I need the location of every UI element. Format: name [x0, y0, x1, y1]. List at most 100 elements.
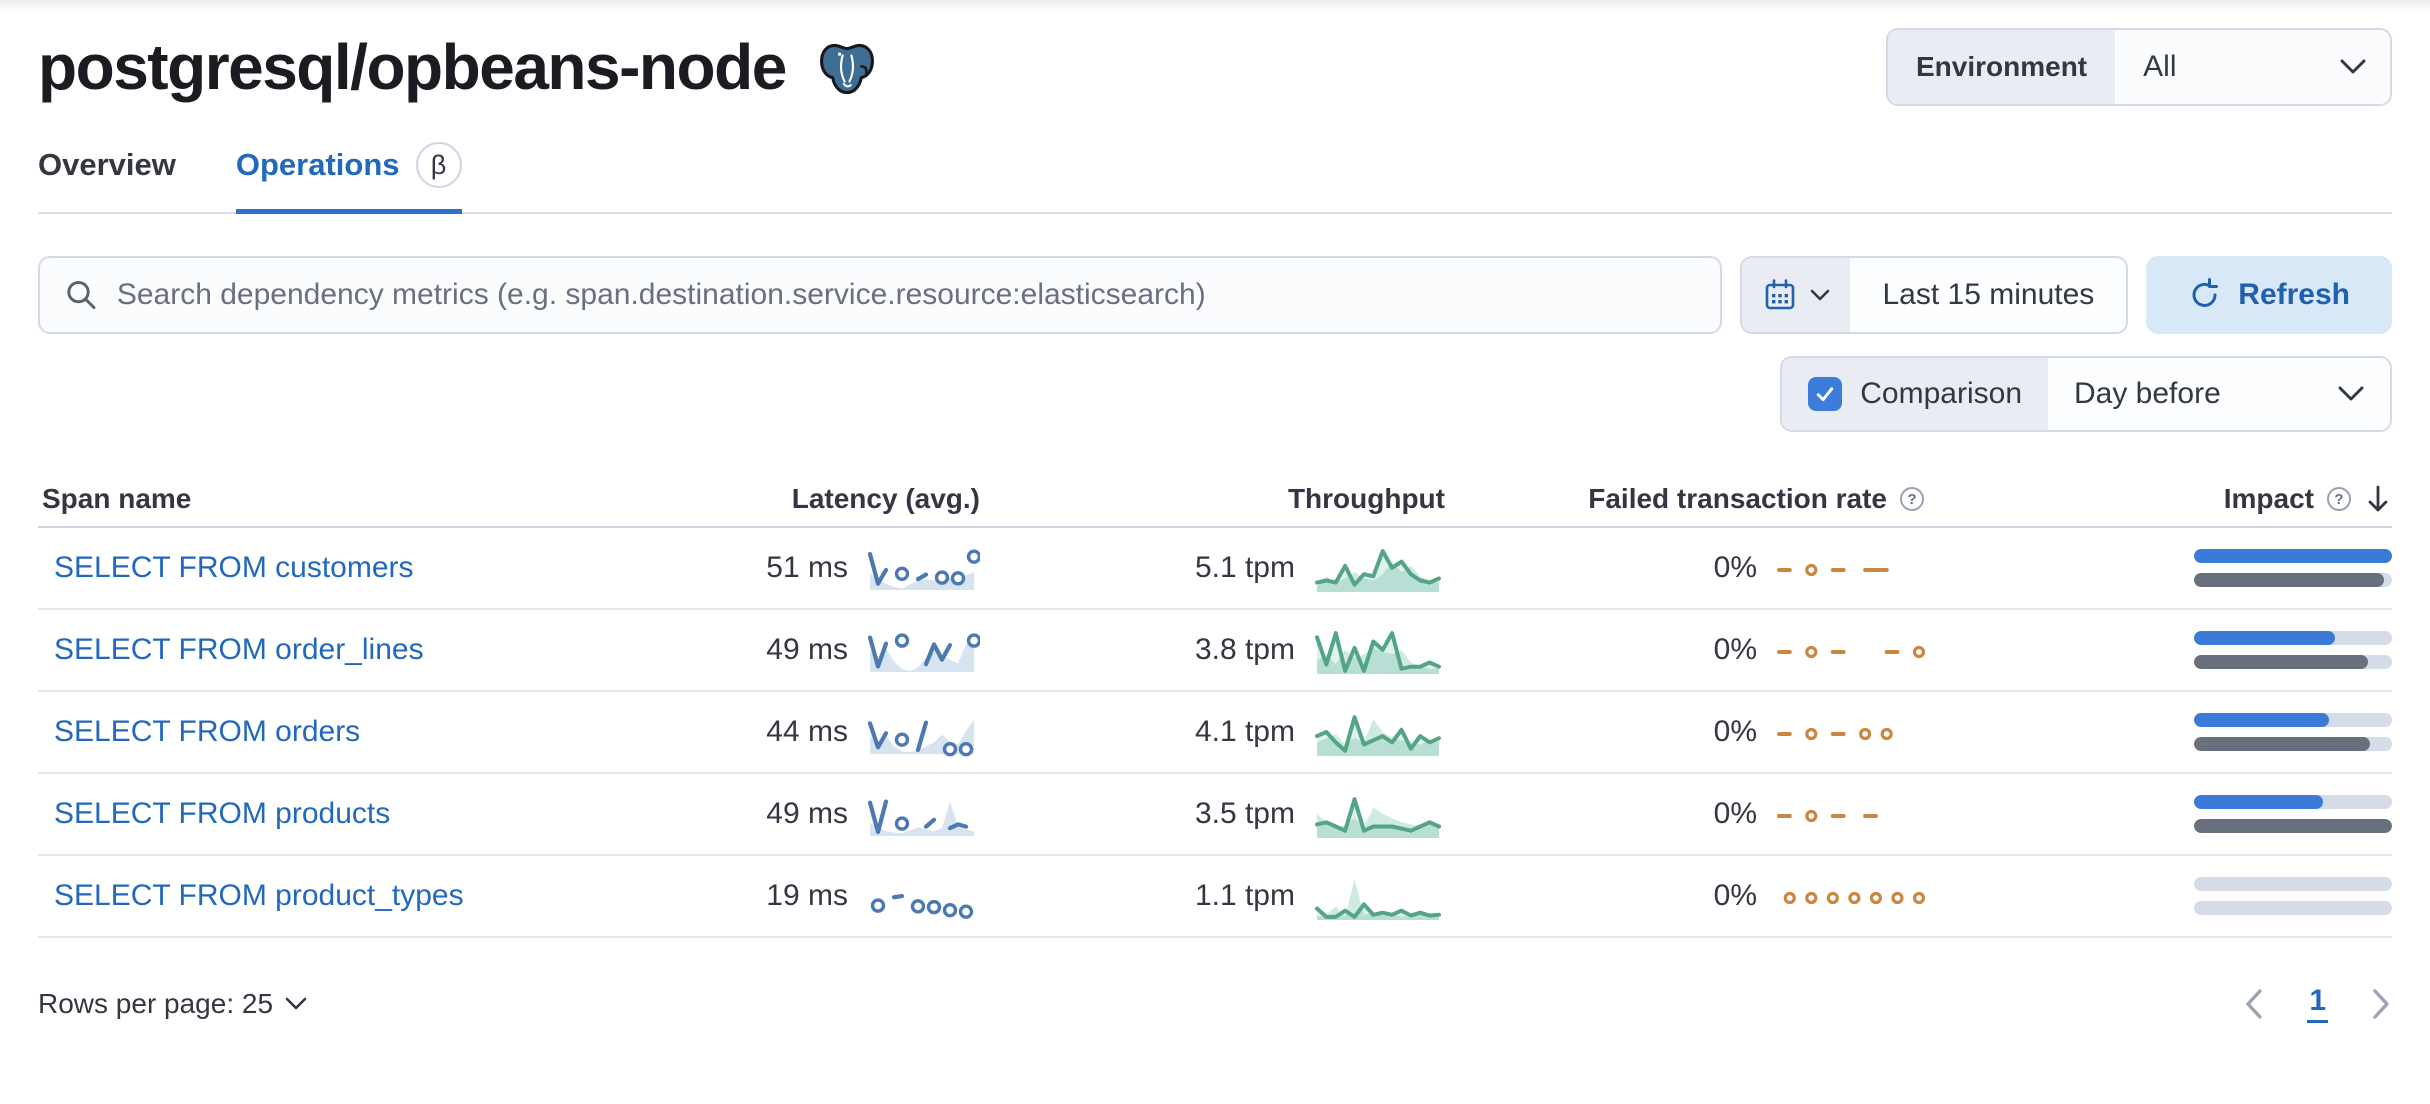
- throughput-value: 4.1 tpm: [1194, 715, 1295, 748]
- col-header-latency[interactable]: Latency (avg.): [791, 483, 980, 514]
- time-range-value[interactable]: Last 15 minutes: [1850, 258, 2127, 332]
- failed-rate-value: 0%: [1713, 633, 1757, 666]
- top-window-edge: [0, 0, 2430, 12]
- failed-rate-sparkline: [1773, 799, 1925, 829]
- latency-sparkline: [864, 707, 980, 757]
- throughput-sparkline: [1311, 869, 1445, 923]
- table-row: SELECT FROM orders 44 ms 4.1 tpm 0%: [38, 692, 2392, 774]
- postgresql-logo-icon: [819, 43, 874, 95]
- col-header-span-name[interactable]: Span name: [42, 483, 192, 514]
- comparison-select[interactable]: Day before: [2048, 358, 2390, 430]
- failed-rate-sparkline: [1773, 553, 1925, 583]
- next-page-icon[interactable]: [2370, 987, 2392, 1021]
- chevron-down-icon: [2338, 386, 2364, 401]
- operations-table: Span name Latency (avg.) Throughput Fail…: [38, 472, 2392, 938]
- tab-bar: Overview Operations β: [38, 142, 2392, 214]
- latency-value: 49 ms: [766, 797, 848, 830]
- svg-text:?: ?: [1907, 491, 1916, 508]
- chevron-down-icon: [1811, 289, 1830, 300]
- chevron-down-icon: [285, 997, 307, 1009]
- date-picker-quick-select[interactable]: [1742, 258, 1851, 332]
- span-name-link[interactable]: SELECT FROM products: [54, 797, 391, 830]
- beta-badge: β: [415, 142, 462, 188]
- date-picker[interactable]: Last 15 minutes: [1740, 256, 2129, 334]
- throughput-value: 1.1 tpm: [1194, 879, 1295, 912]
- page-number[interactable]: 1: [2307, 984, 2328, 1023]
- comparison-checkbox[interactable]: [1808, 377, 1843, 411]
- table-header-row: Span name Latency (avg.) Throughput Fail…: [38, 472, 2392, 528]
- impact-bar-previous: [2194, 737, 2371, 751]
- comparison-group: Comparison Day before: [1780, 356, 2392, 432]
- impact-bar-current: [2194, 795, 2323, 809]
- throughput-value: 5.1 tpm: [1194, 551, 1295, 584]
- impact-bars: [1925, 549, 2392, 587]
- span-name-link[interactable]: SELECT FROM order_lines: [54, 633, 424, 666]
- controls-bar: Last 15 minutes Refresh: [38, 256, 2392, 334]
- page-header: postgresql/opbeans-node Environment All: [38, 28, 2392, 106]
- search-input[interactable]: [116, 278, 1697, 312]
- latency-value: 44 ms: [766, 715, 848, 748]
- impact-bar-current: [2194, 549, 2392, 563]
- impact-bar-previous: [2194, 819, 2392, 833]
- span-name-link[interactable]: SELECT FROM orders: [54, 715, 361, 748]
- latency-sparkline: [864, 789, 980, 839]
- throughput-sparkline: [1311, 705, 1445, 759]
- refresh-label: Refresh: [2238, 278, 2350, 311]
- comparison-toggle[interactable]: Comparison: [1782, 358, 2048, 430]
- col-header-throughput[interactable]: Throughput: [1287, 483, 1445, 514]
- latency-sparkline: [864, 625, 980, 675]
- environment-select-value: All: [2143, 50, 2177, 83]
- question-icon[interactable]: ?: [1899, 486, 1925, 512]
- environment-select-label: Environment: [1888, 30, 2116, 104]
- failed-rate-value: 0%: [1713, 551, 1757, 584]
- table-row: SELECT FROM products 49 ms 3.5 tpm 0%: [38, 774, 2392, 856]
- latency-value: 51 ms: [766, 551, 848, 584]
- sort-descending-icon: [2368, 485, 2388, 512]
- impact-bars: [1925, 631, 2392, 669]
- refresh-button[interactable]: Refresh: [2146, 256, 2392, 334]
- throughput-sparkline: [1311, 623, 1445, 677]
- tab-operations[interactable]: Operations β: [235, 142, 462, 214]
- table-row: SELECT FROM product_types 19 ms 1.1 tpm …: [38, 856, 2392, 938]
- col-header-failed-rate[interactable]: Failed transaction rate ?: [1445, 483, 1925, 515]
- impact-bar-previous: [2194, 655, 2369, 669]
- check-icon: [1817, 387, 1834, 402]
- failed-rate-value: 0%: [1713, 879, 1757, 912]
- table-body: SELECT FROM customers 51 ms 5.1 tpm 0% S…: [38, 528, 2392, 938]
- impact-bars: [1925, 713, 2392, 751]
- failed-rate-sparkline: [1773, 717, 1925, 747]
- tab-operations-label: Operations: [235, 147, 400, 182]
- span-name-link[interactable]: SELECT FROM product_types: [54, 879, 464, 912]
- rows-per-page-button[interactable]: Rows per page: 25: [38, 988, 307, 1020]
- svg-text:?: ?: [2334, 491, 2343, 508]
- throughput-sparkline: [1311, 541, 1445, 595]
- failed-rate-value: 0%: [1713, 715, 1757, 748]
- throughput-value: 3.5 tpm: [1194, 797, 1295, 830]
- failed-rate-value: 0%: [1713, 797, 1757, 830]
- failed-rate-sparkline: [1773, 635, 1925, 665]
- table-row: SELECT FROM customers 51 ms 5.1 tpm 0%: [38, 528, 2392, 610]
- refresh-icon: [2192, 278, 2219, 307]
- search-icon: [67, 280, 96, 310]
- latency-sparkline: [864, 871, 980, 921]
- throughput-sparkline: [1311, 787, 1445, 841]
- failed-rate-sparkline: [1773, 881, 1925, 911]
- tab-overview-label: Overview: [38, 147, 176, 182]
- span-name-link[interactable]: SELECT FROM customers: [54, 551, 414, 584]
- search-box: [38, 256, 1723, 334]
- col-header-impact[interactable]: Impact ?: [1925, 483, 2392, 515]
- impact-bars: [1925, 795, 2392, 833]
- comparison-select-value: Day before: [2074, 377, 2221, 410]
- previous-page-icon[interactable]: [2243, 987, 2265, 1021]
- tab-overview[interactable]: Overview: [38, 142, 176, 212]
- impact-bar-current: [2194, 713, 2329, 727]
- throughput-value: 3.8 tpm: [1194, 633, 1295, 666]
- impact-bars: [1925, 877, 2392, 915]
- page-title: postgresql/opbeans-node: [38, 31, 787, 103]
- environment-select[interactable]: Environment All: [1886, 28, 2392, 106]
- chevron-down-icon: [2340, 59, 2366, 74]
- impact-bar-previous: [2194, 573, 2385, 587]
- table-footer: Rows per page: 25 1: [38, 984, 2392, 1023]
- question-icon[interactable]: ?: [2326, 486, 2352, 512]
- impact-bar-current: [2194, 631, 2335, 645]
